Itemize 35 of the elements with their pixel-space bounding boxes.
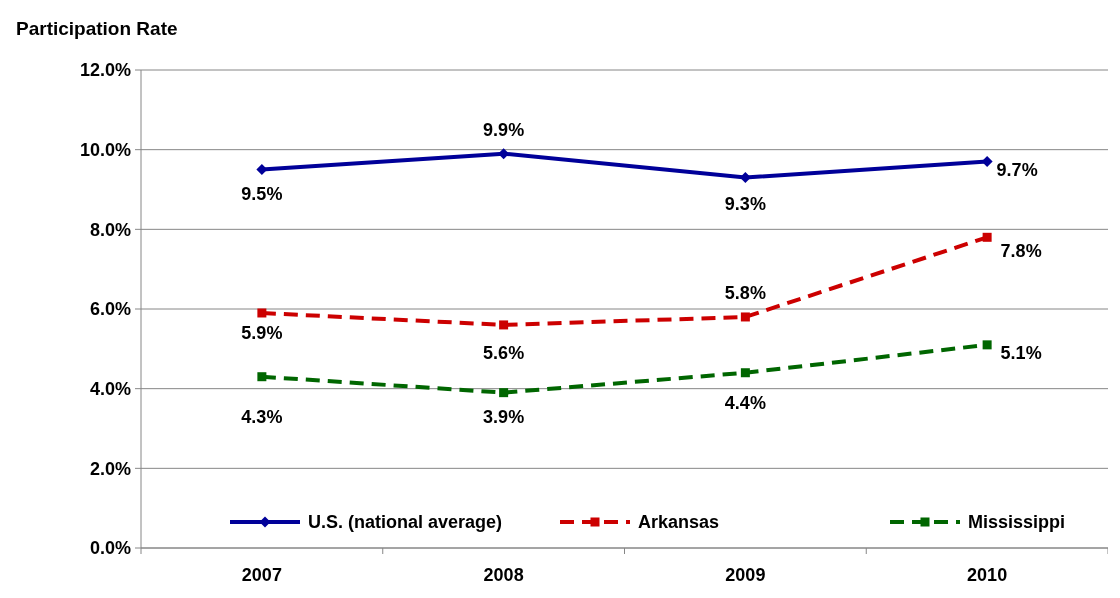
data-label: 9.3%: [724, 193, 766, 214]
point: [499, 388, 509, 398]
data-label: 7.8%: [1000, 241, 1042, 262]
point: [740, 368, 750, 378]
data-label: 5.9%: [241, 322, 283, 343]
data-label: 4.3%: [241, 406, 283, 427]
point: [257, 372, 267, 382]
legend-label: Mississippi: [968, 512, 1066, 533]
x-tick-label: 2007: [241, 565, 282, 585]
y-tick-label: 2.0%: [89, 458, 131, 479]
x-tick-label: 2009: [725, 565, 766, 585]
point: [257, 308, 267, 318]
x-tick-label: 2010: [967, 565, 1008, 585]
y-tick-label: 10.0%: [79, 139, 131, 160]
point: [499, 320, 509, 330]
data-label: 3.9%: [483, 406, 525, 427]
y-tick-label: 12.0%: [79, 60, 131, 81]
chart-title: Participation Rate: [16, 18, 178, 39]
y-tick-label: 6.0%: [89, 299, 131, 320]
data-label: 9.9%: [483, 119, 525, 140]
data-label: 9.7%: [996, 159, 1038, 180]
point: [740, 312, 750, 322]
legend-label: Arkansas: [638, 512, 720, 533]
legend-label: U.S. (national average): [308, 512, 503, 533]
point: [982, 232, 992, 242]
y-tick-label: 8.0%: [89, 219, 131, 240]
y-tick-label: 4.0%: [89, 378, 131, 399]
y-tick-label: 0.0%: [89, 538, 131, 559]
x-tick-label: 2008: [483, 565, 524, 585]
data-label: 5.1%: [1000, 342, 1042, 363]
data-label: 5.6%: [483, 342, 525, 363]
data-label: 4.4%: [724, 392, 766, 413]
point: [982, 340, 992, 350]
data-label: 5.8%: [724, 282, 766, 303]
data-label: 9.5%: [241, 183, 283, 204]
